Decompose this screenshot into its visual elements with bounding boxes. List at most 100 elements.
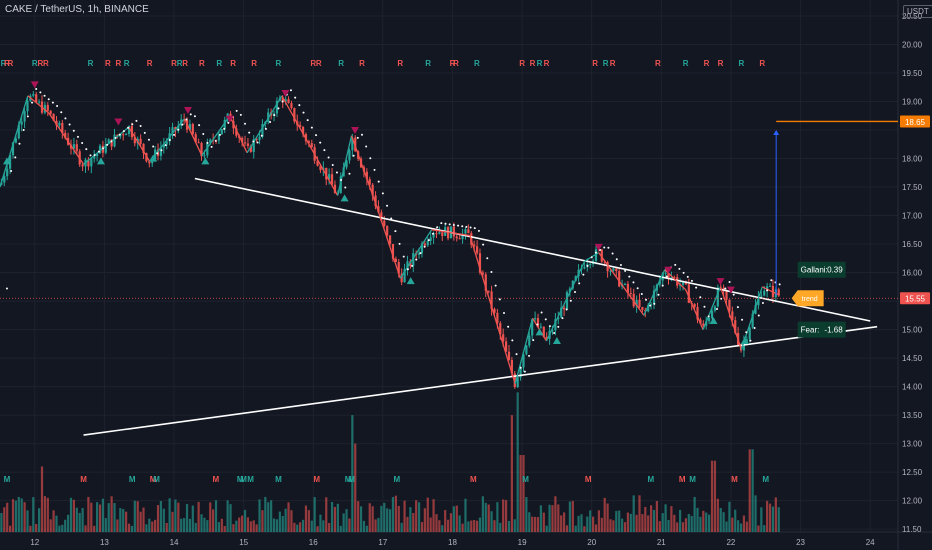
indicator-dot [377, 180, 380, 183]
indicator-dot [252, 140, 255, 143]
zigzag-segment [246, 95, 283, 154]
volume-bar [632, 495, 635, 532]
zigzag-segment [201, 115, 231, 157]
candle-body [386, 226, 389, 236]
volume-bar [246, 517, 250, 532]
last-price-tag [900, 292, 930, 305]
marker-up-icon [2, 157, 11, 165]
zigzag-segment [83, 126, 130, 165]
candle-body [26, 100, 29, 112]
r-label: R [171, 59, 177, 68]
indicator-dot [223, 127, 226, 130]
candle-body [728, 299, 731, 312]
volume-bar [708, 514, 711, 532]
volume-bar [278, 511, 281, 532]
indicator-name: Gallani: [801, 266, 828, 275]
candle-body [113, 134, 116, 147]
candles [0, 91, 780, 389]
indicator-dot [519, 366, 522, 369]
volume-bar [319, 514, 322, 532]
indicator-dot [415, 258, 418, 261]
candle-body [545, 336, 548, 339]
candle-body [107, 139, 110, 144]
price-tick-label: 14.50 [902, 354, 923, 363]
volume-bar [565, 525, 569, 532]
volume-bar [702, 510, 705, 532]
r-label: R [530, 59, 536, 68]
indicator-dot [490, 270, 493, 273]
volume-bar [449, 513, 453, 532]
chart-title: CAKE / TetherUS, 1h, BINANCE [5, 4, 149, 15]
m-label: M [348, 475, 355, 484]
volume-bar [284, 508, 287, 532]
volume-bar [342, 513, 345, 532]
volume-bar [748, 449, 751, 532]
candle-body [127, 125, 131, 134]
candle-body [197, 142, 200, 144]
price-tick-label: 15.00 [902, 326, 923, 335]
volume-bar [626, 512, 630, 532]
candle-body [417, 253, 421, 255]
volume-bar [673, 514, 676, 532]
candle-body [194, 134, 197, 143]
volume-bar [261, 510, 264, 532]
indicator-dot [5, 287, 8, 290]
volume-bar [470, 520, 473, 532]
volume-bar [760, 507, 763, 532]
r-label: R [603, 59, 609, 68]
candle-body [464, 229, 467, 234]
volume-bar [58, 525, 61, 532]
volume-bar [777, 507, 780, 532]
candle-body [716, 287, 719, 307]
indicator-dot [352, 154, 355, 157]
volume-bar [429, 517, 432, 532]
candle-body [3, 176, 6, 183]
candle-body [249, 145, 252, 152]
zigzag-segment [685, 289, 704, 330]
volume-bar [8, 525, 12, 532]
r-label: R [474, 59, 480, 68]
indicator-dot [239, 113, 242, 116]
indicator-dot [51, 101, 54, 104]
volume-bar [635, 514, 638, 532]
r-label: R [1, 59, 7, 68]
candle-body [72, 144, 76, 149]
volume-bar [684, 518, 688, 532]
indicator-dot [206, 141, 209, 144]
time-tick-label: 12 [30, 538, 39, 547]
marker-up-icon [535, 328, 544, 336]
candle-body [98, 145, 102, 154]
volume-bar [171, 511, 174, 532]
candle-body [623, 283, 627, 285]
candle-body [650, 304, 653, 306]
volume-bar [177, 502, 180, 532]
candle-body [52, 113, 55, 121]
volume-bar [525, 497, 528, 532]
volume-bar [406, 516, 409, 532]
currency-button[interactable]: USDT [903, 5, 932, 18]
candle-body [377, 206, 380, 213]
r-label: R [537, 59, 543, 68]
candle-body [533, 318, 537, 320]
candle-body [374, 195, 377, 207]
volume-bar [641, 514, 644, 532]
volume-bar [377, 517, 380, 532]
m-label: M [731, 475, 738, 484]
marker-down-icon [225, 115, 234, 123]
indicator-dot [411, 265, 414, 268]
volume-bar [322, 520, 325, 532]
candle-body [403, 269, 406, 283]
indicator-dot [114, 136, 117, 139]
volume-bar [676, 522, 679, 532]
indicator-dot [327, 156, 330, 159]
indicator-dot [728, 281, 731, 284]
volume-bar [200, 514, 203, 532]
r-label: R [115, 59, 121, 68]
volume-bar [705, 512, 708, 532]
zigzag-segment [229, 115, 248, 154]
volume-bar [481, 496, 484, 532]
m-label: M [4, 475, 11, 484]
volume-bar [104, 518, 107, 532]
indicator-dot [561, 317, 564, 320]
